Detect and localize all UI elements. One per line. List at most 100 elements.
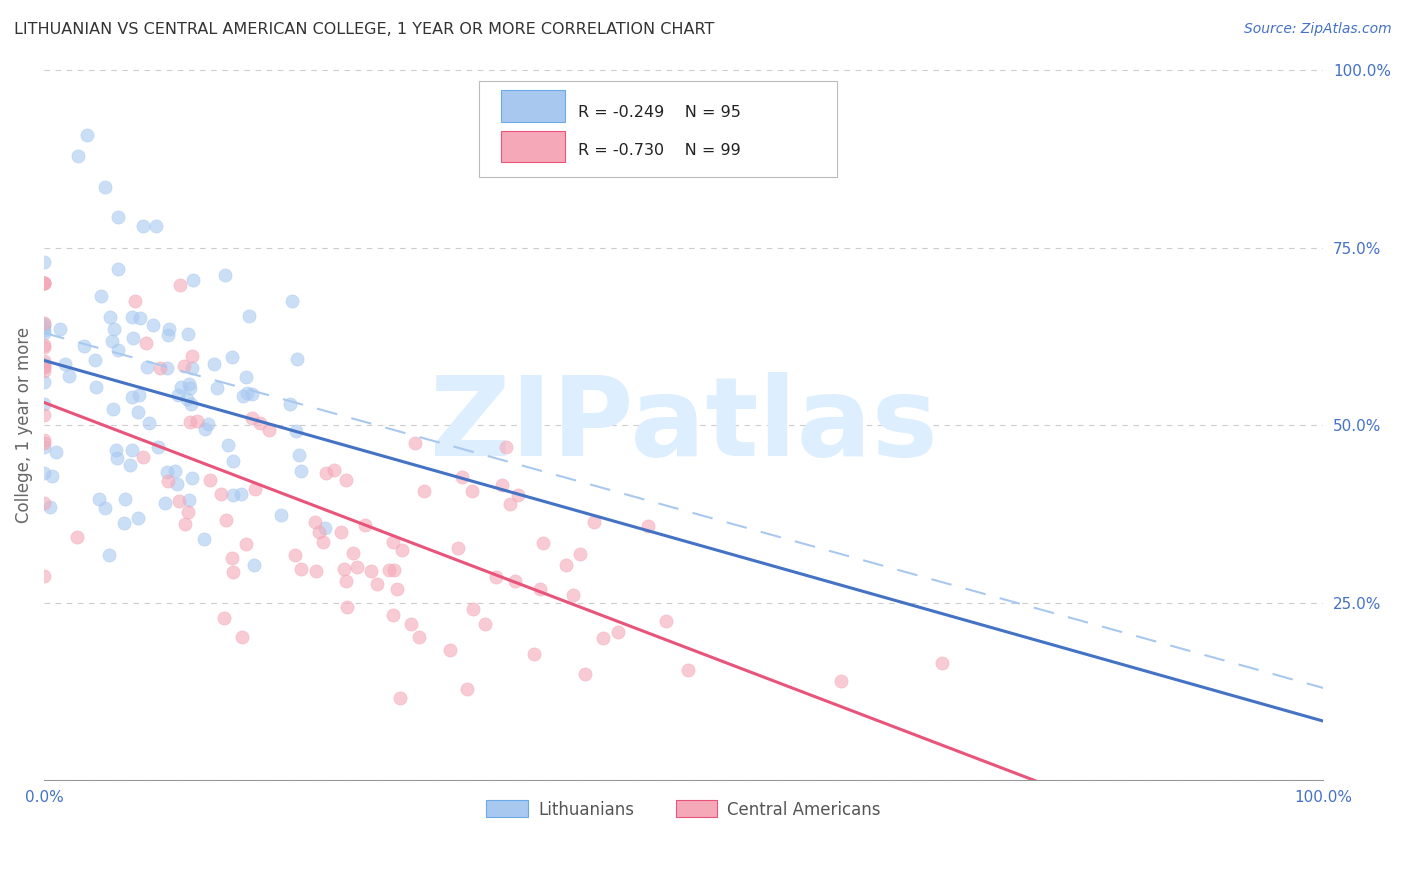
FancyBboxPatch shape	[501, 131, 565, 162]
Point	[45, 444, 67, 458]
Point	[506, 488, 529, 502]
Point	[676, 663, 699, 677]
Point	[335, 474, 357, 488]
Point	[32, 408, 55, 422]
Point	[217, 438, 239, 452]
Point	[66, 148, 89, 162]
Point	[49, 322, 72, 336]
Point	[157, 321, 180, 335]
Text: R = -0.249    N = 95: R = -0.249 N = 95	[578, 105, 741, 120]
Point	[32, 569, 55, 583]
Point	[408, 630, 430, 644]
Point	[333, 562, 356, 576]
Point	[132, 450, 155, 465]
Point	[149, 360, 172, 375]
Point	[181, 349, 204, 363]
Point	[122, 330, 145, 344]
Point	[32, 338, 55, 352]
Point	[288, 448, 311, 462]
Point	[32, 375, 55, 389]
Point	[121, 390, 143, 404]
Point	[32, 277, 55, 291]
Point	[105, 450, 128, 465]
Point	[32, 433, 55, 447]
Point	[179, 415, 201, 429]
Point	[124, 294, 146, 309]
Point	[931, 656, 953, 670]
Point	[142, 318, 165, 332]
Point	[170, 380, 193, 394]
Point	[335, 574, 357, 588]
Point	[284, 425, 307, 439]
Point	[83, 352, 105, 367]
Point	[90, 289, 112, 303]
Point	[285, 351, 308, 366]
Point	[222, 488, 245, 502]
Point	[174, 517, 197, 532]
Point	[32, 317, 55, 331]
Point	[73, 339, 96, 353]
Point	[235, 536, 257, 550]
Point	[32, 317, 55, 331]
Point	[32, 255, 55, 269]
Point	[308, 525, 330, 540]
Point	[128, 310, 150, 325]
Point	[381, 608, 404, 623]
Point	[107, 211, 129, 225]
Point	[202, 357, 225, 371]
Point	[180, 361, 202, 376]
Point	[330, 524, 353, 539]
Point	[193, 532, 215, 546]
Point	[378, 563, 401, 577]
Point	[32, 440, 55, 454]
Point	[498, 497, 520, 511]
Point	[32, 276, 55, 290]
Point	[235, 369, 257, 384]
Point	[198, 474, 221, 488]
Point	[391, 543, 413, 558]
Point	[214, 610, 236, 624]
Point	[135, 335, 157, 350]
Point	[163, 464, 186, 478]
Point	[485, 570, 508, 584]
Point	[107, 343, 129, 357]
Point	[156, 465, 179, 479]
Point	[447, 541, 470, 555]
Point	[166, 476, 188, 491]
Point	[155, 496, 177, 510]
FancyBboxPatch shape	[479, 80, 837, 177]
Point	[177, 327, 200, 342]
Point	[32, 323, 55, 337]
Point	[173, 359, 195, 373]
Point	[413, 484, 436, 499]
Point	[179, 381, 201, 395]
Point	[87, 492, 110, 507]
Point	[32, 326, 55, 340]
Point	[655, 615, 678, 629]
Point	[280, 396, 302, 410]
Point	[637, 519, 659, 533]
Point	[138, 416, 160, 430]
Point	[145, 219, 167, 234]
Point	[257, 423, 280, 437]
Point	[107, 262, 129, 277]
Point	[283, 548, 305, 562]
Point	[439, 643, 461, 657]
Point	[94, 501, 117, 516]
Point	[146, 440, 169, 454]
Point	[167, 388, 190, 402]
Point	[290, 562, 312, 576]
Point	[32, 397, 55, 411]
Point	[167, 494, 190, 508]
Point	[127, 511, 149, 525]
Point	[32, 496, 55, 510]
Point	[197, 417, 219, 431]
Point	[582, 515, 605, 529]
Point	[381, 535, 404, 549]
Point	[314, 521, 336, 535]
Point	[32, 354, 55, 368]
Text: ZIPatlas: ZIPatlas	[430, 372, 938, 479]
Point	[270, 508, 292, 522]
Point	[215, 513, 238, 527]
Point	[399, 616, 422, 631]
